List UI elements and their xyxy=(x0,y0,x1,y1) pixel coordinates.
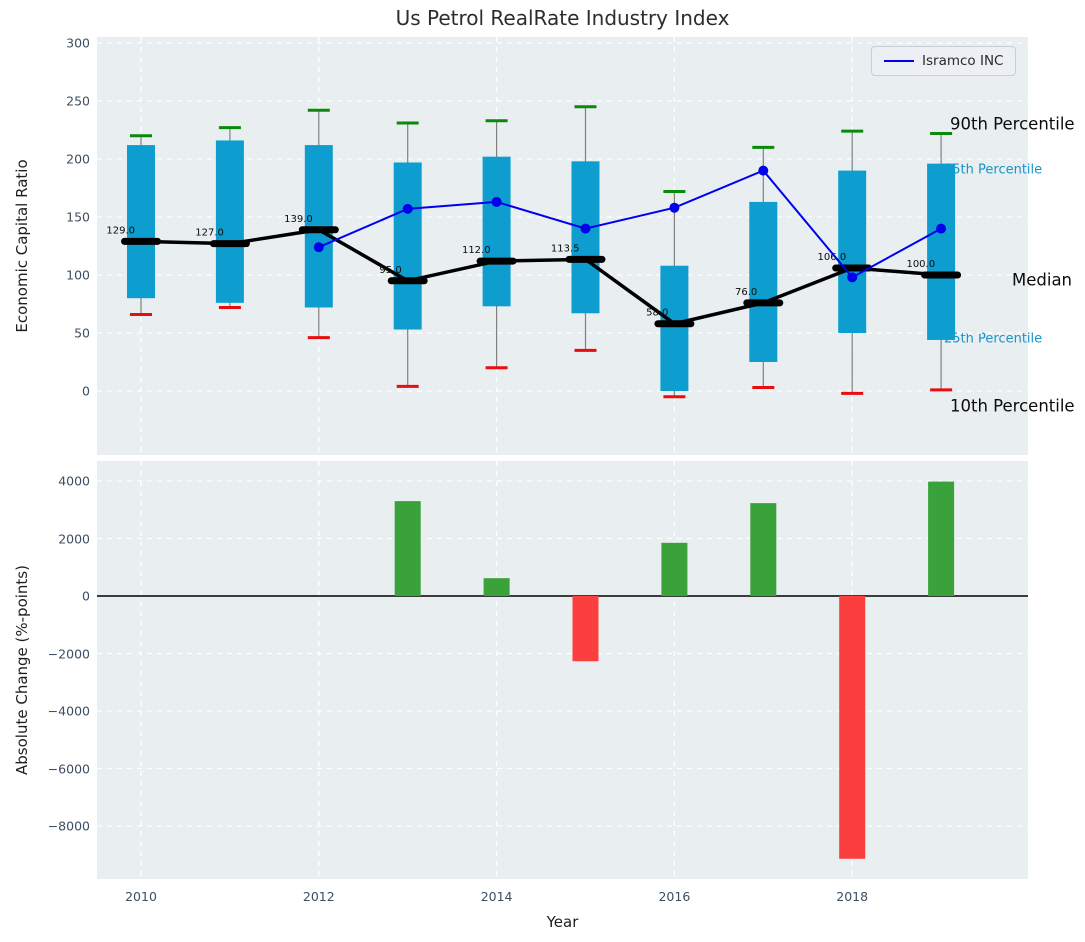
x-tick-label: 2014 xyxy=(481,889,513,904)
y-tick-label: 250 xyxy=(66,94,90,109)
change-bar xyxy=(484,578,510,596)
y-tick-label: 0 xyxy=(82,589,90,604)
median-value-label: 113.5 xyxy=(551,243,580,254)
y-tick-label: 4000 xyxy=(58,474,90,489)
y-tick-label: 150 xyxy=(66,210,90,225)
isramco-point xyxy=(847,272,857,282)
bottom-panel xyxy=(97,461,1028,879)
x-tick-label: 2012 xyxy=(303,889,335,904)
change-bar xyxy=(839,596,865,859)
figure: Us Petrol RealRate Industry Index 129.0 1… xyxy=(0,0,1085,942)
median-marker xyxy=(477,258,517,265)
x-tick-label: 2018 xyxy=(836,889,868,904)
median-value-label: 76.0 xyxy=(735,287,757,298)
change-bar xyxy=(750,503,776,596)
median-value-label: 95.0 xyxy=(379,265,401,276)
legend: Isramco INC xyxy=(871,46,1016,76)
y-tick-label: 300 xyxy=(66,36,90,51)
median-marker xyxy=(654,320,694,327)
isramco-point xyxy=(669,203,679,213)
change-bar xyxy=(661,543,687,596)
top-y-axis-label: Economic Capital Ratio xyxy=(13,159,31,332)
median-marker xyxy=(121,238,161,245)
y-tick-label: −2000 xyxy=(48,646,90,661)
isramco-point xyxy=(581,224,591,234)
isramco-point xyxy=(403,204,413,214)
change-bar xyxy=(395,501,421,596)
annotation-median: Median xyxy=(1012,271,1072,290)
y-tick-label: −4000 xyxy=(48,704,90,719)
top-panel: 129.0127.0139.095.0112.0113.558.076.0106… xyxy=(97,37,1028,455)
bottom-y-axis-label: Absolute Change (%-points) xyxy=(13,565,31,775)
isramco-point xyxy=(936,224,946,234)
median-marker xyxy=(743,299,783,306)
legend-label: Isramco INC xyxy=(922,53,1003,69)
x-tick-label: 2016 xyxy=(658,889,690,904)
percentile-box xyxy=(660,266,688,391)
percentile-box xyxy=(927,164,955,340)
annotation-90th-percentile: 90th Percentile xyxy=(950,115,1075,134)
y-tick-label: −6000 xyxy=(48,761,90,776)
y-tick-label: 200 xyxy=(66,152,90,167)
y-tick-label: 0 xyxy=(82,384,90,399)
median-value-label: 112.0 xyxy=(462,245,491,256)
median-value-label: 58.0 xyxy=(646,308,668,319)
median-marker xyxy=(210,240,250,247)
legend-line-icon xyxy=(884,60,914,62)
isramco-point xyxy=(314,242,324,252)
y-tick-label: 2000 xyxy=(58,531,90,546)
median-marker xyxy=(566,256,606,263)
median-marker xyxy=(299,226,339,233)
percentile-box xyxy=(394,162,422,329)
y-tick-label: 100 xyxy=(66,268,90,283)
change-bar xyxy=(573,596,599,661)
isramco-point xyxy=(758,166,768,176)
isramco-point xyxy=(492,197,502,207)
median-value-label: 100.0 xyxy=(906,259,935,270)
percentile-box xyxy=(483,157,511,307)
percentile-box xyxy=(127,145,155,298)
median-marker xyxy=(921,272,961,279)
y-tick-label: −8000 xyxy=(48,819,90,834)
percentile-box xyxy=(572,161,600,313)
median-marker xyxy=(388,277,428,284)
percentile-box xyxy=(216,140,244,302)
x-tick-label: 2010 xyxy=(125,889,157,904)
median-value-label: 127.0 xyxy=(195,228,224,239)
median-line xyxy=(141,230,941,324)
bottom-panel-plot xyxy=(97,461,1028,879)
median-value-label: 129.0 xyxy=(106,225,135,236)
top-panel-plot: 129.0127.0139.095.0112.0113.558.076.0106… xyxy=(97,37,1028,455)
percentile-box xyxy=(749,202,777,362)
y-tick-label: 50 xyxy=(74,326,90,341)
median-value-label: 139.0 xyxy=(284,214,313,225)
x-axis-label: Year xyxy=(97,913,1028,931)
chart-title: Us Petrol RealRate Industry Index xyxy=(97,6,1028,30)
change-bar xyxy=(928,482,954,596)
annotation-10th-percentile: 10th Percentile xyxy=(950,397,1075,416)
